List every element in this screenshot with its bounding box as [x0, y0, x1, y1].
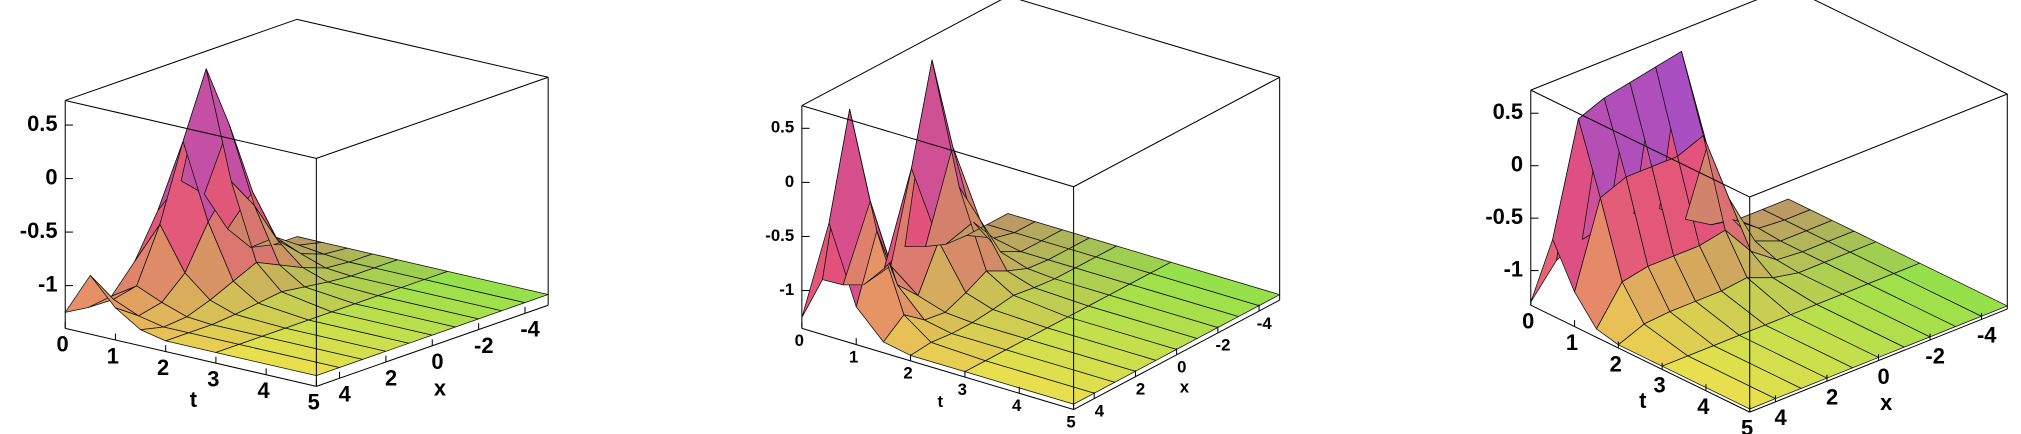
- box-edge: [1813, 0, 2008, 95]
- t-tick-label: 1: [849, 347, 858, 366]
- box-edge: [316, 76, 549, 159]
- surface-plot: 0.5 0 -0.5 -1 0 1 2 3 4 5 4 2 0 -2 -4 t x: [1485, 0, 2008, 434]
- z-tick-label: -0.5: [1485, 204, 1523, 229]
- box-edge: [1749, 93, 2008, 198]
- t-tick-label: 3: [207, 366, 219, 391]
- x-tick-label: -4: [520, 317, 540, 342]
- box-edge: [65, 327, 317, 387]
- z-tick-label: 0.5: [771, 118, 794, 137]
- t-tick-label: 2: [157, 355, 169, 380]
- z-tick-label: -0.5: [20, 218, 58, 243]
- box-edge: [1530, 0, 1758, 91]
- z-tick-label: 0: [1511, 151, 1523, 176]
- box-edge: [801, 327, 1074, 411]
- axis-label: x: [1880, 390, 1892, 415]
- t-tick-label: 2: [1610, 351, 1622, 376]
- box-edge: [801, 0, 1002, 107]
- axis-label: t: [938, 392, 944, 411]
- x-tick-label: -2: [1925, 343, 1944, 368]
- z-tick-label: -1: [38, 271, 57, 296]
- t-tick-label: 1: [1566, 330, 1578, 355]
- axis-label: x: [1180, 378, 1190, 397]
- z-tick-label: 0: [45, 164, 57, 189]
- t-tick-label: 0: [795, 331, 804, 350]
- x-tick-label: 0: [431, 349, 443, 374]
- z-tick-label: 0: [785, 172, 794, 191]
- box-edge: [1530, 304, 1750, 413]
- box-edge: [296, 18, 549, 78]
- x-tick-label: 4: [339, 382, 352, 407]
- axis-label: t: [1639, 388, 1647, 413]
- t-tick-label: 1: [107, 343, 119, 368]
- surface-plot: 0.5 0 -0.5 -1 0 1 2 3 4 5 4 2 0 -2 -4 t x: [765, 0, 1281, 431]
- x-tick-label: 4: [1775, 405, 1788, 430]
- x-tick-label: -4: [1977, 323, 1997, 348]
- t-tick-label: 4: [257, 378, 270, 403]
- z-tick-label: 0.5: [1493, 99, 1523, 124]
- z-tick-label: -0.5: [765, 226, 794, 245]
- x-tick-label: 0: [1177, 358, 1186, 377]
- t-tick-label: 0: [57, 332, 69, 357]
- t-tick-label: 4: [1697, 394, 1710, 419]
- x-tick-label: 2: [385, 365, 397, 390]
- x-tick-label: -2: [474, 333, 493, 358]
- t-tick-label: 5: [1066, 412, 1075, 431]
- box-edge: [1530, 89, 1750, 198]
- axis-label: t: [190, 387, 198, 412]
- box-edge: [65, 18, 298, 101]
- t-tick-label: 3: [958, 380, 967, 399]
- t-tick-label: 5: [1741, 415, 1753, 434]
- t-tick-label: 0: [1522, 309, 1534, 334]
- x-tick-label: 4: [1095, 401, 1105, 420]
- x-tick-label: 2: [1136, 380, 1145, 399]
- z-tick-label: -1: [779, 280, 794, 299]
- x-tick-label: 0: [1878, 364, 1890, 389]
- t-tick-label: 3: [1653, 373, 1665, 398]
- box-edge: [65, 99, 317, 159]
- z-tick-label: 0.5: [27, 111, 57, 136]
- box-edge: [801, 105, 1074, 188]
- x-tick-label: -2: [1216, 336, 1231, 355]
- x-tick-label: 2: [1826, 384, 1838, 409]
- box-edge: [1019, 0, 1280, 78]
- t-tick-label: 2: [903, 364, 912, 383]
- z-tick-label: -1: [1504, 256, 1523, 281]
- x-tick-label: -4: [1257, 314, 1273, 333]
- axis-label: x: [434, 375, 446, 400]
- t-tick-label: 4: [1012, 396, 1022, 415]
- box-edge: [1073, 76, 1280, 188]
- t-tick-label: 5: [308, 390, 320, 415]
